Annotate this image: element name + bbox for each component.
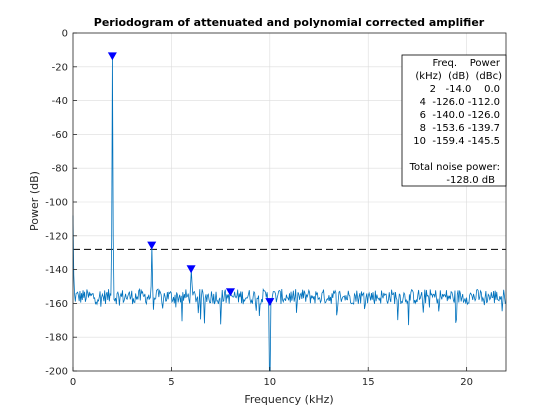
table-header-1: Freq. Power — [432, 58, 500, 69]
x-tick-label: 20 — [460, 377, 473, 388]
y-tick-label: 0 — [62, 29, 68, 40]
x-tick-label: 5 — [168, 377, 174, 388]
y-tick-label: -20 — [52, 62, 68, 73]
noise-power-label: Total noise power: — [409, 162, 500, 173]
y-tick-label: -160 — [45, 299, 68, 310]
y-tick-label: -120 — [45, 231, 68, 242]
harmonic-marker — [265, 298, 275, 306]
x-tick-label: 0 — [70, 377, 76, 388]
harmonic-marker — [186, 265, 196, 274]
chart-title: Periodogram of attenuated and polynomial… — [94, 16, 485, 29]
harmonic-table: Freq. Power (kHz) (dB) (dBc) 2 -14.0 0.0… — [401, 54, 507, 187]
table-row: 6 -140.0 -126.0 — [420, 110, 500, 121]
y-tick-label: -60 — [52, 130, 68, 141]
x-axis-title: Frequency (kHz) — [244, 393, 333, 406]
table-row: 10 -159.4 -145.5 — [413, 136, 500, 147]
harmonic-marker — [225, 288, 235, 297]
y-tick-label: -80 — [52, 164, 68, 175]
y-tick-label: -200 — [45, 367, 68, 378]
harmonic-marker — [107, 52, 117, 61]
periodogram-series — [72, 56, 507, 372]
table-row: 8 -153.6 -139.7 — [420, 123, 500, 134]
table-row: 4 -126.0 -112.0 — [420, 97, 500, 108]
harmonic-table-frame — [401, 54, 507, 187]
series-layer — [72, 56, 507, 372]
noise-power-value: -128.0 dB — [446, 175, 495, 186]
y-axis-title: Power (dB) — [28, 171, 41, 231]
y-tick-label: -40 — [52, 96, 68, 107]
y-tick-label: -180 — [45, 333, 68, 344]
y-tick-label: -140 — [45, 265, 68, 276]
y-tick-label: -100 — [45, 198, 68, 209]
harmonic-marker — [147, 241, 157, 250]
table-header-2: (kHz) (dB) (dBc) — [415, 71, 502, 82]
table-row: 2 -14.0 0.0 — [430, 84, 500, 95]
harmonic-marker-layer — [107, 52, 275, 306]
tick-layer: 0 5 10 15 20 0 -20 -40 -60 -80 -100 -120 -140 -160 -18… — [45, 29, 473, 389]
x-tick-label: 10 — [263, 377, 276, 388]
x-tick-label: 15 — [362, 377, 375, 388]
